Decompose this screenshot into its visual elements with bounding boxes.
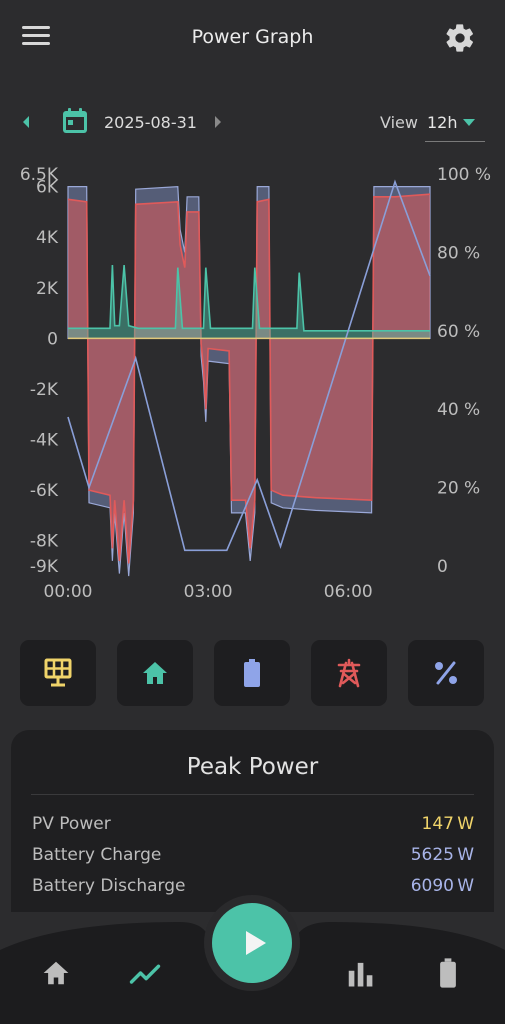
menu-icon-bar <box>22 42 50 45</box>
right-tick-label: 40 % <box>437 400 480 420</box>
power-chart[interactable]: 6.5K 6K 4K 2K 0 -2K -4K -6K -8K -9K 100 % 80 % 60 %… <box>0 150 505 620</box>
solar-panel-icon <box>44 658 72 687</box>
divider <box>31 794 474 795</box>
selected-date[interactable]: 2025-08-31 <box>104 113 197 132</box>
series-line <box>68 264 430 332</box>
home-icon <box>43 961 69 985</box>
series-line <box>67 193 431 564</box>
menu-icon <box>22 26 50 29</box>
left-tick-label: 2K <box>36 279 59 299</box>
left-tick-label: 6.5K <box>20 165 59 185</box>
app-header: Power Graph <box>0 0 505 76</box>
date-bar: 2025-08-31 View 12h <box>0 100 505 144</box>
series-area <box>68 194 430 564</box>
nav-home-button[interactable] <box>38 955 74 991</box>
play-icon <box>246 931 266 955</box>
row-label: Battery Charge <box>32 845 162 865</box>
percent-icon <box>435 661 457 685</box>
row-value: 5625 <box>410 845 454 865</box>
left-tick-label: -2K <box>30 380 59 400</box>
soc-line <box>67 179 431 552</box>
row-value: 147 <box>421 814 454 834</box>
pv-power-row: PV Power 147 W <box>32 814 474 840</box>
x-tick-label: 03:00 <box>184 582 233 602</box>
chevron-right-icon <box>215 116 221 128</box>
x-tick-label: 06:00 <box>324 582 373 602</box>
menu-button[interactable] <box>22 26 50 48</box>
left-tick-label: 6K <box>36 178 59 198</box>
home-toggle-button[interactable] <box>117 640 193 706</box>
nav-graph-button[interactable] <box>127 955 163 991</box>
right-tick-label: 80 % <box>437 243 480 263</box>
calendar-icon <box>63 108 87 133</box>
view-label: View <box>380 113 418 132</box>
trend-icon <box>129 964 161 984</box>
row-unit: W <box>457 876 474 896</box>
row-unit: W <box>457 845 474 865</box>
left-tick-label: -8K <box>30 532 59 552</box>
peak-power-card: Peak Power PV Power 147 W Battery Charge… <box>11 730 494 912</box>
right-tick-label: 20 % <box>437 479 480 499</box>
left-tick-label: -9K <box>30 557 59 577</box>
row-label: Battery Discharge <box>32 876 186 896</box>
left-tick-label: 4K <box>36 228 59 248</box>
view-range-value: 12h <box>427 113 458 132</box>
series-layer <box>67 179 431 577</box>
row-unit: W <box>457 814 474 834</box>
battery-discharge-row: Battery Discharge 6090 W <box>32 876 474 902</box>
next-day-button[interactable] <box>212 114 224 128</box>
right-axis: 100 % 80 % 60 % 40 % 20 % 0 <box>437 165 491 577</box>
left-tick-label: -4K <box>30 431 59 451</box>
battery-toggle-button[interactable] <box>214 640 290 706</box>
view-range-select[interactable]: 12h <box>425 104 485 142</box>
caret-down-icon <box>463 119 475 126</box>
nav-battery-button[interactable] <box>430 955 466 991</box>
grid-tower-icon <box>337 658 361 688</box>
grid-toggle-button[interactable] <box>311 640 387 706</box>
nav-statistics-button[interactable] <box>342 955 378 991</box>
left-tick-label: 0 <box>47 329 58 349</box>
row-value: 6090 <box>410 876 454 896</box>
gear-icon <box>446 24 473 52</box>
page-title: Power Graph <box>191 26 314 48</box>
chevron-left-icon <box>23 116 29 128</box>
x-axis: 00:00 03:00 06:00 <box>44 582 373 602</box>
calendar-button[interactable] <box>60 106 90 136</box>
pv-toggle-button[interactable] <box>20 640 96 706</box>
peak-power-title: Peak Power <box>186 754 319 780</box>
battery-icon <box>440 958 456 988</box>
x-tick-label: 00:00 <box>44 582 93 602</box>
play-button[interactable] <box>212 903 292 983</box>
series-toggle-bar <box>20 640 485 708</box>
menu-icon-bar <box>22 34 50 37</box>
right-tick-label: 100 % <box>437 165 491 185</box>
left-tick-label: -6K <box>30 481 59 501</box>
bar-chart-icon <box>348 962 373 987</box>
row-label: PV Power <box>32 814 111 834</box>
right-tick-label: 60 % <box>437 322 480 342</box>
battery-icon <box>244 659 260 687</box>
home-icon <box>143 662 167 684</box>
settings-button[interactable] <box>444 22 476 54</box>
previous-day-button[interactable] <box>20 114 32 128</box>
battery-charge-row: Battery Charge 5625 W <box>32 845 474 871</box>
right-tick-label: 0 <box>437 557 448 577</box>
percent-toggle-button[interactable] <box>408 640 484 706</box>
